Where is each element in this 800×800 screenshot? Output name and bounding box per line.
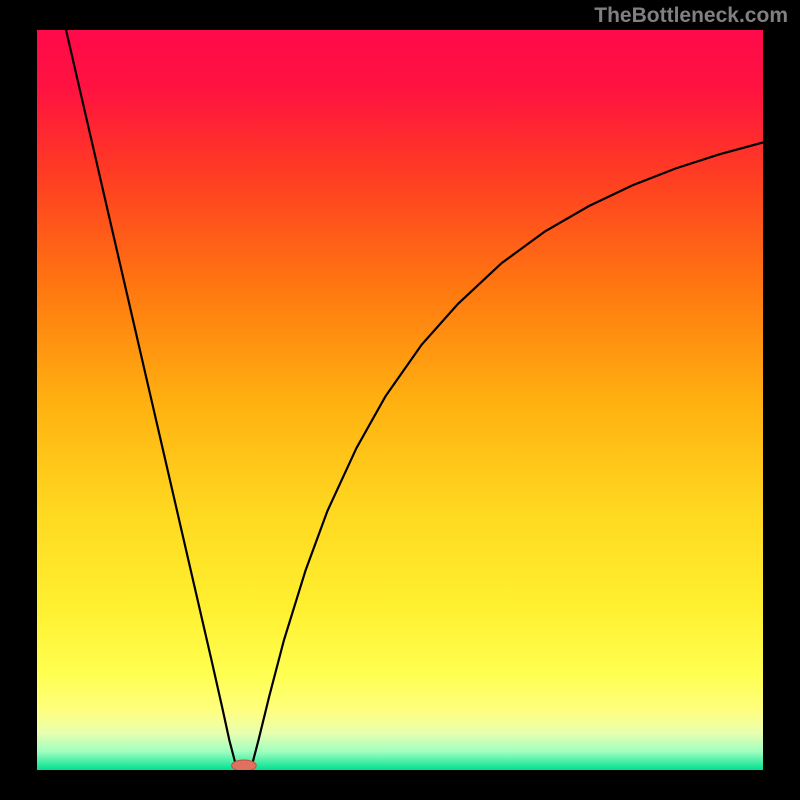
minimum-marker xyxy=(232,760,257,770)
gradient-background xyxy=(37,30,763,770)
watermark-text: TheBottleneck.com xyxy=(594,4,788,28)
plot-area xyxy=(37,30,763,770)
chart-svg xyxy=(37,30,763,770)
chart-container: TheBottleneck.com xyxy=(0,0,800,800)
